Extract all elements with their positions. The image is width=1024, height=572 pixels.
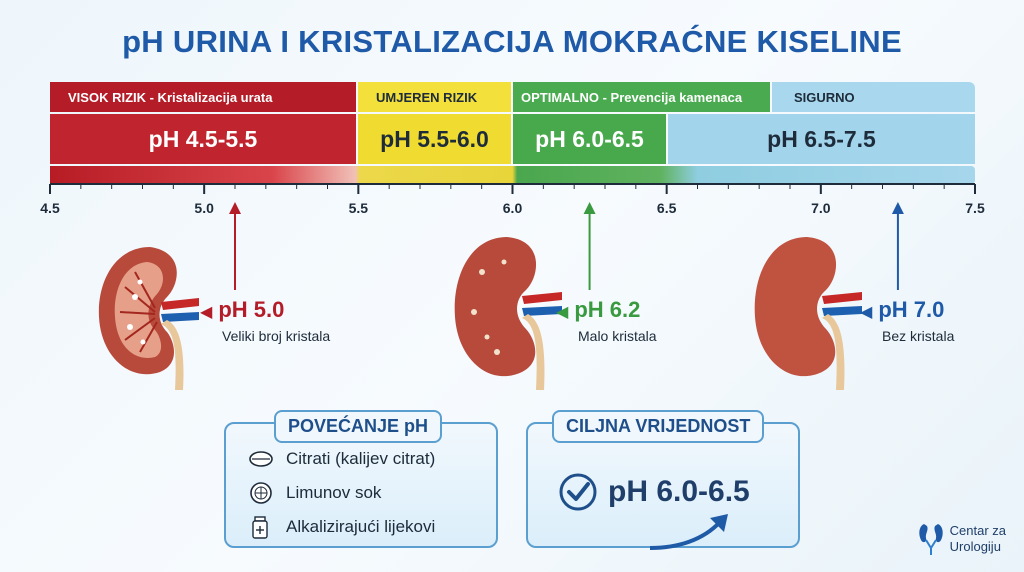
zone-optimal-header-label: OPTIMALNO - Prevencija kamenaca (521, 89, 743, 105)
ph-scale: VISOK RIZIK - Kristalizacija urata UMJER… (50, 82, 975, 182)
marker-arrow-head (891, 202, 904, 214)
tick-label: 4.5 (40, 200, 60, 216)
marker-ph-7-label: pH 7.0 (878, 297, 945, 322)
trend-up-arrow-icon (649, 514, 728, 550)
medicine-bottle-icon (252, 516, 268, 539)
kidney-crystals-few-icon (454, 237, 562, 390)
arrow-left-icon: ◀ (556, 304, 569, 321)
logo-line1: Centar za (949, 523, 1006, 538)
marker-ph-6-2: ◀ pH 6.2 (556, 297, 640, 323)
logo: Centar za Urologiju (918, 522, 1006, 556)
zone-moderate-header-label: UMJEREN RIZIK (376, 89, 478, 105)
list-item-alkalizing: Alkalizirajući lijekovi (248, 514, 435, 540)
tick-label: 6.0 (502, 200, 523, 216)
target-value: pH 6.0-6.5 (558, 472, 750, 512)
zone-safe-header: SIGURNO (772, 82, 975, 112)
page-title: pH URINA I KRISTALIZACIJA MOKRAĆNE KISEL… (122, 24, 902, 59)
lemon-icon (250, 482, 272, 504)
marker-ph-7-description: Bez kristala (882, 328, 955, 344)
logo-text: Centar za Urologiju (950, 523, 1006, 555)
zone-safe-header-label: SIGURNO (794, 89, 855, 105)
ph-gradient-bar (50, 166, 975, 184)
target-value-box: CILJNA VRIJEDNOST pH 6.0-6.5 (526, 410, 800, 550)
zone-optimal-header: OPTIMALNO - Prevencija kamenaca (513, 82, 770, 112)
zone-optimal-range: pH 6.0-6.5 (513, 114, 666, 164)
tick-label: 5.0 (194, 200, 214, 216)
zone-high-risk-range: pH 4.5-5.5 (50, 114, 356, 164)
marker-ph-5-description: Veliki broj kristala (222, 328, 331, 344)
tick-label: 6.5 (656, 200, 677, 216)
logo-line2: Urologiju (949, 539, 1001, 554)
zone-high-risk-header: VISOK RIZIK - Kristalizacija urata (50, 82, 356, 112)
kidney-crystals-none-icon (754, 237, 862, 390)
zone-moderate-header: UMJEREN RIZIK (358, 82, 511, 112)
list-item-lemon-label: Limunov sok (286, 483, 382, 502)
pill-icon (249, 451, 273, 467)
list-item-citrate-label: Citrati (kalijev citrat) (286, 449, 436, 468)
checkmark-circle-icon (559, 473, 597, 511)
tick-label: 7.0 (811, 200, 831, 216)
increase-ph-box: POVEĆANJE pH Citrati (kalijev citrat) Li… (224, 410, 498, 548)
kidney-crystals-many-icon (98, 247, 199, 390)
tick-label: 5.5 (348, 200, 369, 216)
marker-arrow-head (229, 202, 241, 214)
marker-ph-5-label: pH 5.0 (218, 297, 285, 322)
arrow-left-icon: ◀ (860, 304, 873, 321)
marker-ph-6-2-label: pH 6.2 (574, 297, 641, 322)
list-item-lemon: Limunov sok (248, 480, 381, 506)
tick-label: 7.5 (965, 200, 985, 216)
target-value-title: CILJNA VRIJEDNOST (552, 410, 765, 443)
arrow-left-icon: ◀ (200, 304, 213, 321)
marker-arrow-head (583, 202, 596, 214)
marker-ph-5: ◀ pH 5.0 (200, 297, 284, 323)
list-item-citrate: Citrati (kalijev citrat) (248, 446, 435, 472)
marker-ph-7: ◀ pH 7.0 (860, 297, 944, 323)
list-item-alkalizing-label: Alkalizirajući lijekovi (286, 517, 436, 536)
kidney-logo-icon (918, 524, 943, 555)
zone-moderate-range: pH 5.5-6.0 (358, 114, 511, 164)
target-value-label: pH 6.0-6.5 (608, 475, 750, 508)
zone-safe-range: pH 6.5-7.5 (668, 114, 975, 164)
zone-high-risk-header-label: VISOK RIZIK - Kristalizacija urata (68, 89, 273, 105)
increase-ph-title: POVEĆANJE pH (274, 410, 443, 443)
marker-ph-6-2-description: Malo kristala (578, 328, 657, 344)
